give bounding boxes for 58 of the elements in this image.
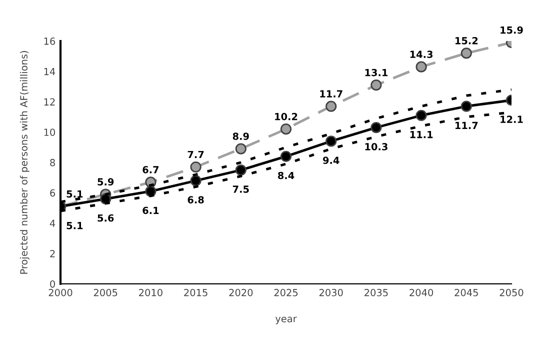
point — [326, 136, 337, 147]
y-tick-label: 0 — [50, 280, 55, 288]
point — [235, 164, 246, 176]
data-label: 5.9 — [98, 178, 114, 186]
data-label: 12.1 — [500, 116, 523, 123]
data-label: 9.4 — [322, 156, 340, 164]
x-tick-label: 2020 — [229, 288, 253, 296]
data-label: 7.5 — [232, 186, 249, 193]
y-tick-label: 14 — [44, 68, 56, 76]
y-tick-label: 8 — [50, 158, 55, 166]
data-label: 5.1 — [66, 190, 83, 198]
x-tick-label: 2005 — [94, 288, 118, 296]
point — [370, 122, 382, 134]
data-label: 10.3 — [365, 142, 388, 150]
x-tick-label: 2030 — [319, 288, 343, 296]
data-label: 8.9 — [232, 132, 249, 140]
data-label: 11.7 — [456, 122, 478, 129]
point — [235, 143, 246, 154]
data-label: 7.7 — [188, 150, 204, 158]
x-tick-label: 2050 — [500, 288, 524, 296]
y-tick-label: 16 — [44, 38, 56, 45]
point — [416, 61, 427, 72]
data-label: 5.1 — [66, 222, 83, 230]
y-axis-title: Projected number of persons with AF(millions) — [20, 51, 30, 274]
y-tick-label: 10 — [44, 128, 55, 136]
x-tick-label: 2000 — [48, 288, 72, 296]
data-label: 6.7 — [142, 166, 159, 174]
point — [326, 100, 337, 112]
point — [460, 100, 472, 112]
x-tick-label: 2025 — [274, 288, 298, 296]
data-label: 14.3 — [410, 50, 433, 58]
x-axis-title: year — [275, 316, 297, 324]
data-label: 10.2 — [275, 112, 298, 120]
point — [460, 48, 472, 59]
data-label: 15.2 — [456, 37, 478, 44]
y-tick-label: 2 — [50, 250, 55, 258]
point — [370, 79, 382, 91]
y-tick-label: 12 — [44, 98, 55, 106]
point — [280, 150, 292, 162]
data-label: 11.1 — [410, 130, 433, 138]
point — [280, 124, 292, 135]
data-label: 8.4 — [278, 172, 294, 180]
point — [190, 161, 202, 173]
data-label: 11.7 — [320, 90, 342, 98]
x-tick-label: 2010 — [139, 288, 162, 296]
x-tick-label: 2015 — [184, 288, 208, 296]
x-tick-label: 2040 — [410, 288, 434, 296]
x-tick-label: 2035 — [364, 288, 388, 296]
data-label: 13.1 — [365, 68, 388, 76]
data-label: 15.9 — [500, 26, 523, 34]
point — [190, 175, 202, 186]
data-label: 6.1 — [142, 206, 159, 214]
data-label: 5.6 — [98, 214, 114, 222]
data-label: 6.8 — [188, 196, 204, 204]
y-tick-label: 6 — [50, 189, 56, 197]
y-tick-label: 4 — [50, 220, 56, 227]
x-tick-label: 2045 — [454, 288, 478, 296]
point — [416, 110, 427, 121]
